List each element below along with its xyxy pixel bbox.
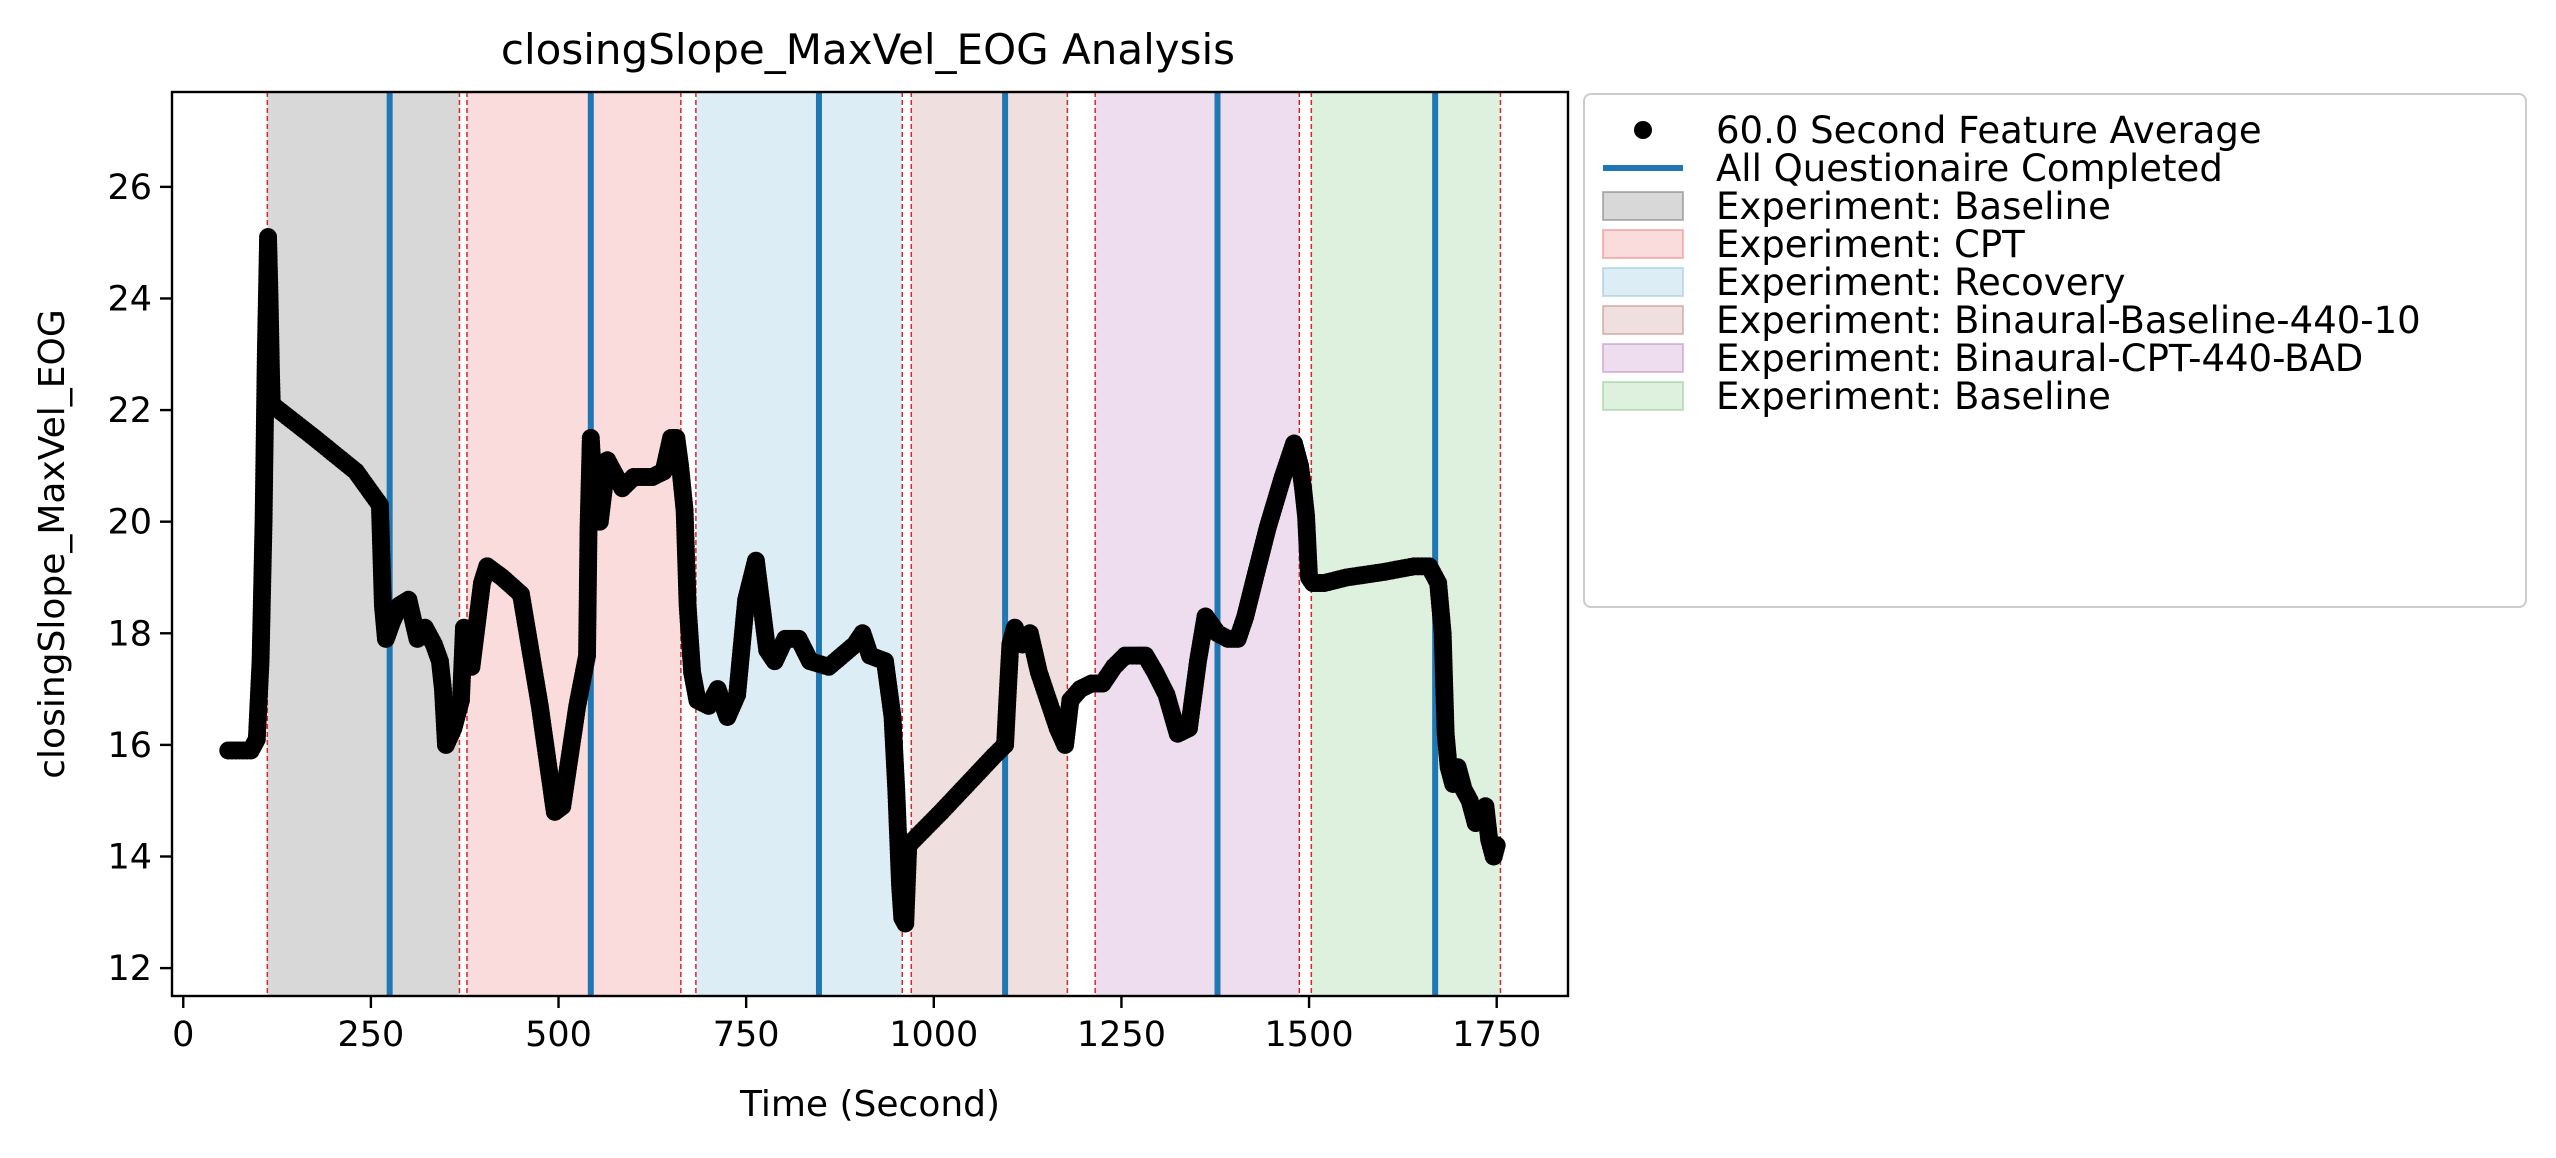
x-tick-label-750: 750 [713,1015,780,1055]
y-tick-label-14: 14 [107,837,152,877]
y-tick-label-24: 24 [107,279,152,319]
x-tick-label-500: 500 [525,1015,592,1055]
legend-swatch-phase-1 [1602,229,1684,259]
x-tick-label-250: 250 [337,1015,404,1055]
y-tick-label-22: 22 [107,391,152,431]
chart-title: closingSlope_MaxVel_EOG Analysis [501,25,1235,74]
x-tick-label-0: 0 [172,1015,194,1055]
legend-swatch-phase-4 [1602,343,1684,373]
legend-label-phase-3: Experiment: Binaural-Baseline-440-10 [1716,299,2421,342]
x-axis-label: Time (Second) [739,1084,1000,1125]
y-tick-label-12: 12 [107,949,152,989]
legend-swatch-phase-0 [1602,191,1684,221]
legend-swatch-phase-3 [1602,305,1684,335]
legend-marker-points [1634,121,1652,139]
x-tick-label-1750: 1750 [1452,1015,1541,1055]
y-tick-label-20: 20 [107,503,152,543]
legend-label-points: 60.0 Second Feature Average [1716,109,2262,152]
plot-area [219,92,1506,996]
legend-label-phase-2: Experiment: Recovery [1716,261,2126,304]
legend-label-phase-4: Experiment: Binaural-CPT-440-BAD [1716,337,2363,380]
legend-label-phase-0: Experiment: Baseline [1716,185,2111,228]
legend-label-phase-5: Experiment: Baseline [1716,375,2111,418]
phase-band-3 [911,92,1068,996]
x-tick-label-1500: 1500 [1265,1015,1354,1055]
data-point-1348 [1487,836,1506,855]
x-tick-label-1250: 1250 [1077,1015,1166,1055]
phase-band-1 [466,92,681,996]
y-tick-label-16: 16 [107,726,152,766]
y-tick-label-26: 26 [107,168,152,208]
y-axis-label: closingSlope_MaxVel_EOG [32,309,73,779]
y-tick-label-18: 18 [107,614,152,654]
x-axis: 0 250 500 750 1000 1250 1500 1750 [172,996,1541,1055]
legend-label-phase-1: Experiment: CPT [1716,223,2025,266]
y-axis: 12 14 16 18 20 22 24 26 [107,168,172,989]
phase-band-5 [1311,92,1501,996]
legend-label-questionnaire: All Questionaire Completed [1716,147,2223,190]
plot-frame [170,90,1570,998]
legend-swatch-phase-5 [1602,381,1684,411]
phase-band-0 [267,92,460,996]
phase-band-2 [695,92,903,996]
x-tick-label-1000: 1000 [889,1015,978,1055]
legend-swatch-phase-2 [1602,267,1684,297]
legend-frame [1583,93,2527,608]
